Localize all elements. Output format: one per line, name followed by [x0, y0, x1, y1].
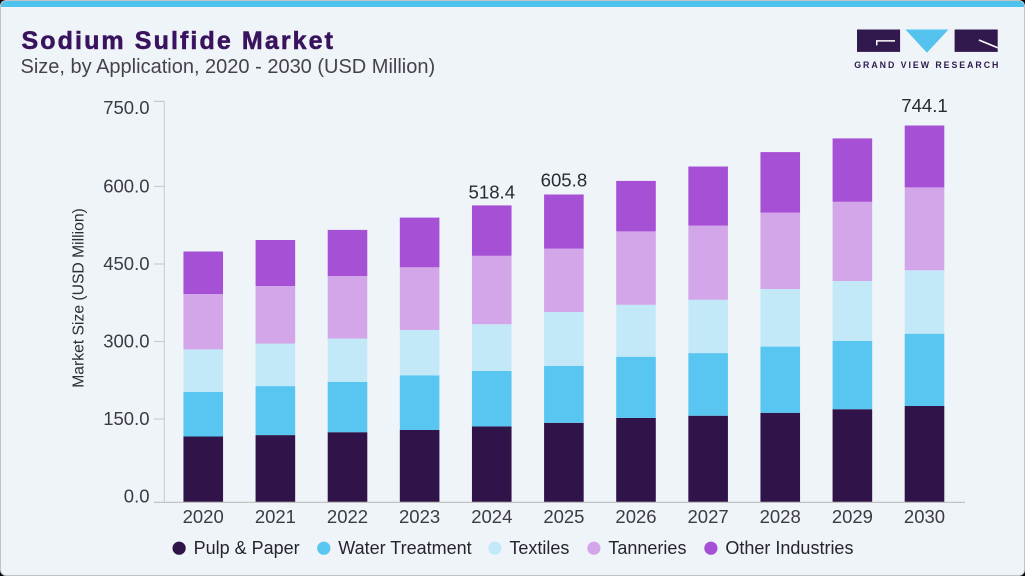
svg-text:2020: 2020 — [183, 506, 224, 527]
svg-text:2025: 2025 — [543, 506, 584, 527]
svg-text:2026: 2026 — [615, 506, 656, 527]
svg-text:Pulp & Paper: Pulp & Paper — [194, 538, 300, 558]
svg-text:Water Treatment: Water Treatment — [338, 538, 471, 558]
svg-text:2028: 2028 — [760, 506, 801, 527]
svg-text:518.4: 518.4 — [469, 181, 516, 202]
svg-text:2021: 2021 — [255, 506, 296, 527]
svg-text:Textiles: Textiles — [509, 538, 569, 558]
svg-text:2029: 2029 — [832, 506, 873, 527]
svg-text:2023: 2023 — [399, 506, 440, 527]
svg-text:750.0: 750.0 — [103, 97, 149, 118]
svg-text:2027: 2027 — [688, 506, 729, 527]
svg-text:Tanneries: Tanneries — [608, 538, 686, 558]
svg-text:2030: 2030 — [904, 506, 945, 527]
svg-text:744.1: 744.1 — [901, 95, 948, 116]
svg-text:450.0: 450.0 — [103, 253, 149, 274]
svg-text:0.0: 0.0 — [124, 485, 150, 506]
svg-text:2022: 2022 — [327, 506, 368, 527]
svg-text:300.0: 300.0 — [103, 330, 149, 351]
svg-text:600.0: 600.0 — [103, 175, 149, 196]
svg-text:Market Size (USD Million): Market Size (USD Million) — [71, 208, 88, 388]
svg-text:GRAND VIEW RESEARCH: GRAND VIEW RESEARCH — [854, 60, 1000, 70]
svg-text:Other Industries: Other Industries — [725, 538, 853, 558]
svg-text:605.8: 605.8 — [541, 169, 588, 190]
svg-text:2024: 2024 — [471, 506, 512, 527]
svg-text:150.0: 150.0 — [103, 408, 149, 429]
